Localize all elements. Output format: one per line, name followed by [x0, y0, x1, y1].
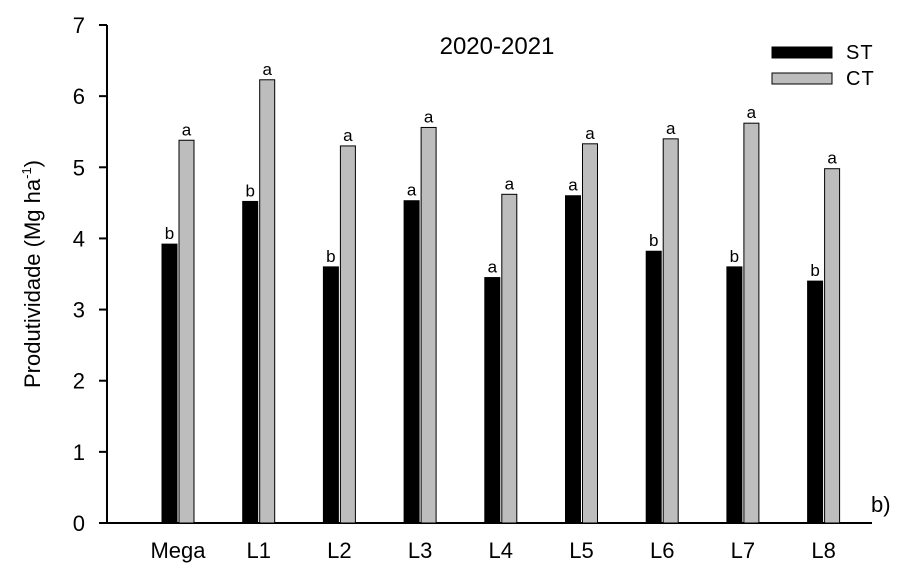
x-tick-label: L5: [569, 538, 593, 563]
bar-ct-l8: [824, 168, 841, 524]
legend-swatch-st: [771, 46, 833, 59]
x-tick-label: L3: [408, 538, 432, 563]
significance-letter: a: [747, 103, 757, 122]
y-tick-label: 6: [73, 84, 85, 109]
y-tick-label: 4: [73, 226, 85, 251]
legend-label-ct: CT: [846, 68, 875, 90]
bar-st-mega: [161, 243, 178, 524]
legend-label-st: ST: [846, 42, 874, 64]
y-tick-label: 3: [73, 298, 85, 323]
x-tick-label: L2: [327, 538, 351, 563]
bar-ct-l1: [259, 79, 276, 524]
significance-letter: b: [649, 231, 658, 250]
legend-swatch-ct: [771, 72, 833, 85]
bar-ct-l4: [501, 193, 518, 524]
bar-ct-l5: [582, 143, 598, 524]
significance-letter: b: [730, 247, 739, 266]
significance-letter: a: [262, 60, 272, 79]
significance-letter: b: [810, 261, 819, 280]
chart-title: 2020-2021: [440, 33, 555, 60]
y-tick-label: 2: [73, 369, 85, 394]
bar-st-l3: [403, 200, 420, 524]
y-axis-label-main: Produtividade (Mg ha: [20, 178, 45, 388]
bar-st-l6: [645, 250, 662, 524]
bar-st-l2: [322, 266, 339, 524]
significance-letter: a: [568, 176, 578, 195]
bar-st-l1: [242, 200, 259, 524]
y-ticks: 0 1 2 3 4 5 6 7: [73, 13, 107, 536]
bar-st-l8: [807, 280, 824, 524]
y-axis-label-superscript: -1: [19, 167, 34, 179]
significance-letter: a: [666, 119, 676, 138]
y-axis-label-close: ): [20, 160, 45, 167]
bars: b a b a b a a a a a a a b a b a b a: [161, 60, 841, 524]
significance-letter: b: [245, 181, 254, 200]
significance-letter: a: [505, 174, 515, 193]
x-tick-labels: Mega L1 L2 L3 L4 L5 L6 L7 L8: [150, 538, 835, 563]
significance-letter: a: [343, 126, 353, 145]
x-tick-label: L4: [489, 538, 513, 563]
significance-letter: a: [424, 107, 434, 126]
bar-ct-mega: [178, 139, 195, 524]
significance-letter: a: [182, 120, 192, 139]
significance-letter: b: [165, 224, 174, 243]
significance-letter: a: [585, 124, 595, 143]
significance-letter: b: [326, 247, 335, 266]
significance-letter: a: [407, 181, 417, 200]
x-tick-label: L1: [246, 538, 270, 563]
significance-letter: a: [488, 258, 498, 277]
x-tick-label: L6: [650, 538, 674, 563]
x-tick-label: L7: [731, 538, 755, 563]
bar-st-l5: [565, 195, 581, 524]
x-tick-label: Mega: [150, 538, 206, 563]
x-tick-label: L8: [811, 538, 835, 563]
panel-label: b): [871, 492, 891, 517]
bar-ct-l7: [743, 122, 760, 524]
bar-ct-l2: [339, 145, 356, 524]
y-tick-label: 7: [73, 13, 85, 38]
bar-ct-l3: [420, 126, 437, 524]
y-tick-label: 1: [73, 440, 85, 465]
bar-ct-l6: [662, 138, 679, 524]
legend: ST CT: [771, 42, 875, 90]
y-tick-label: 5: [73, 155, 85, 180]
significance-letter: a: [827, 149, 837, 168]
y-tick-label: 0: [73, 511, 85, 536]
y-axis-label: Produtividade (Mg ha-1): [19, 160, 45, 388]
bar-st-l7: [726, 266, 743, 524]
bar-st-l4: [484, 277, 501, 524]
